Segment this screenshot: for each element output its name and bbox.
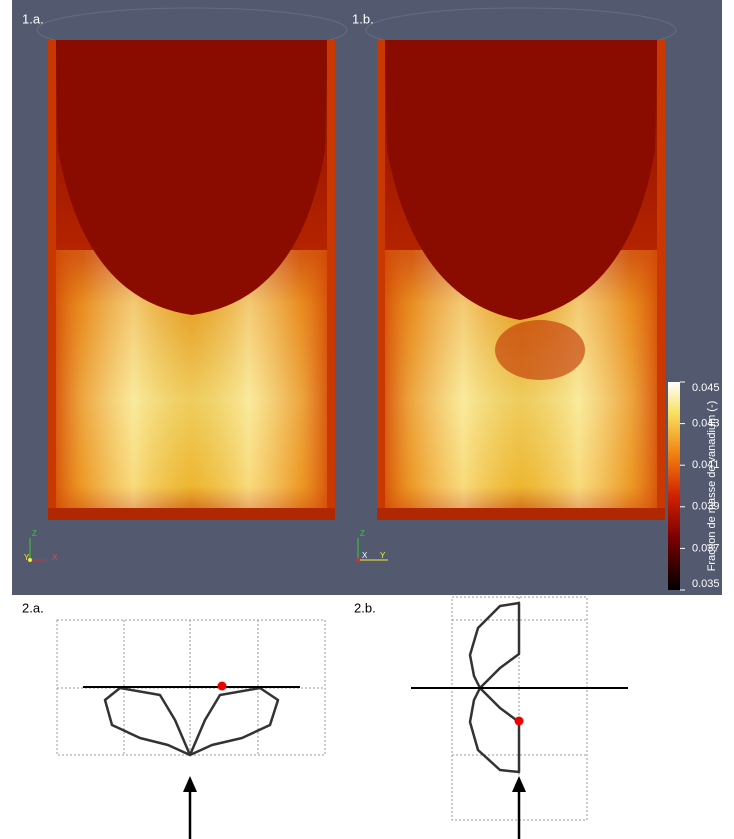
colorbar-tick-label: 0.045 (692, 382, 720, 394)
colorbar-tick-label: 0.039 (692, 501, 720, 513)
axis-label: X (52, 553, 58, 562)
field-b (377, 40, 665, 520)
axis-label: X (362, 551, 368, 560)
colorbar-tick-label: 0.043 (692, 418, 720, 430)
axis-label: Z (32, 529, 37, 538)
panel-label: 1.a. (22, 11, 44, 26)
panel-label: 2.a. (22, 600, 44, 615)
diagram-b (411, 596, 628, 839)
panel-label: 2.b. (354, 600, 376, 615)
colorbar-title: Fraction de masse de vanadium (-) (706, 401, 718, 572)
axis-label: Y (380, 551, 386, 560)
axis-label: Z (360, 529, 365, 538)
diagram-a (56, 619, 326, 839)
colorbar (668, 382, 680, 590)
colorbar-tick-label: 0.041 (692, 459, 720, 471)
field-a (48, 40, 335, 520)
axes-triad: Z Y X Z X Y (24, 529, 388, 562)
axis-label: Y (24, 553, 30, 562)
colorbar-tick-label: 0.037 (692, 542, 720, 554)
colorbar-tick-label: 0.035 (692, 578, 720, 590)
panel-label: 1.b. (352, 11, 374, 26)
